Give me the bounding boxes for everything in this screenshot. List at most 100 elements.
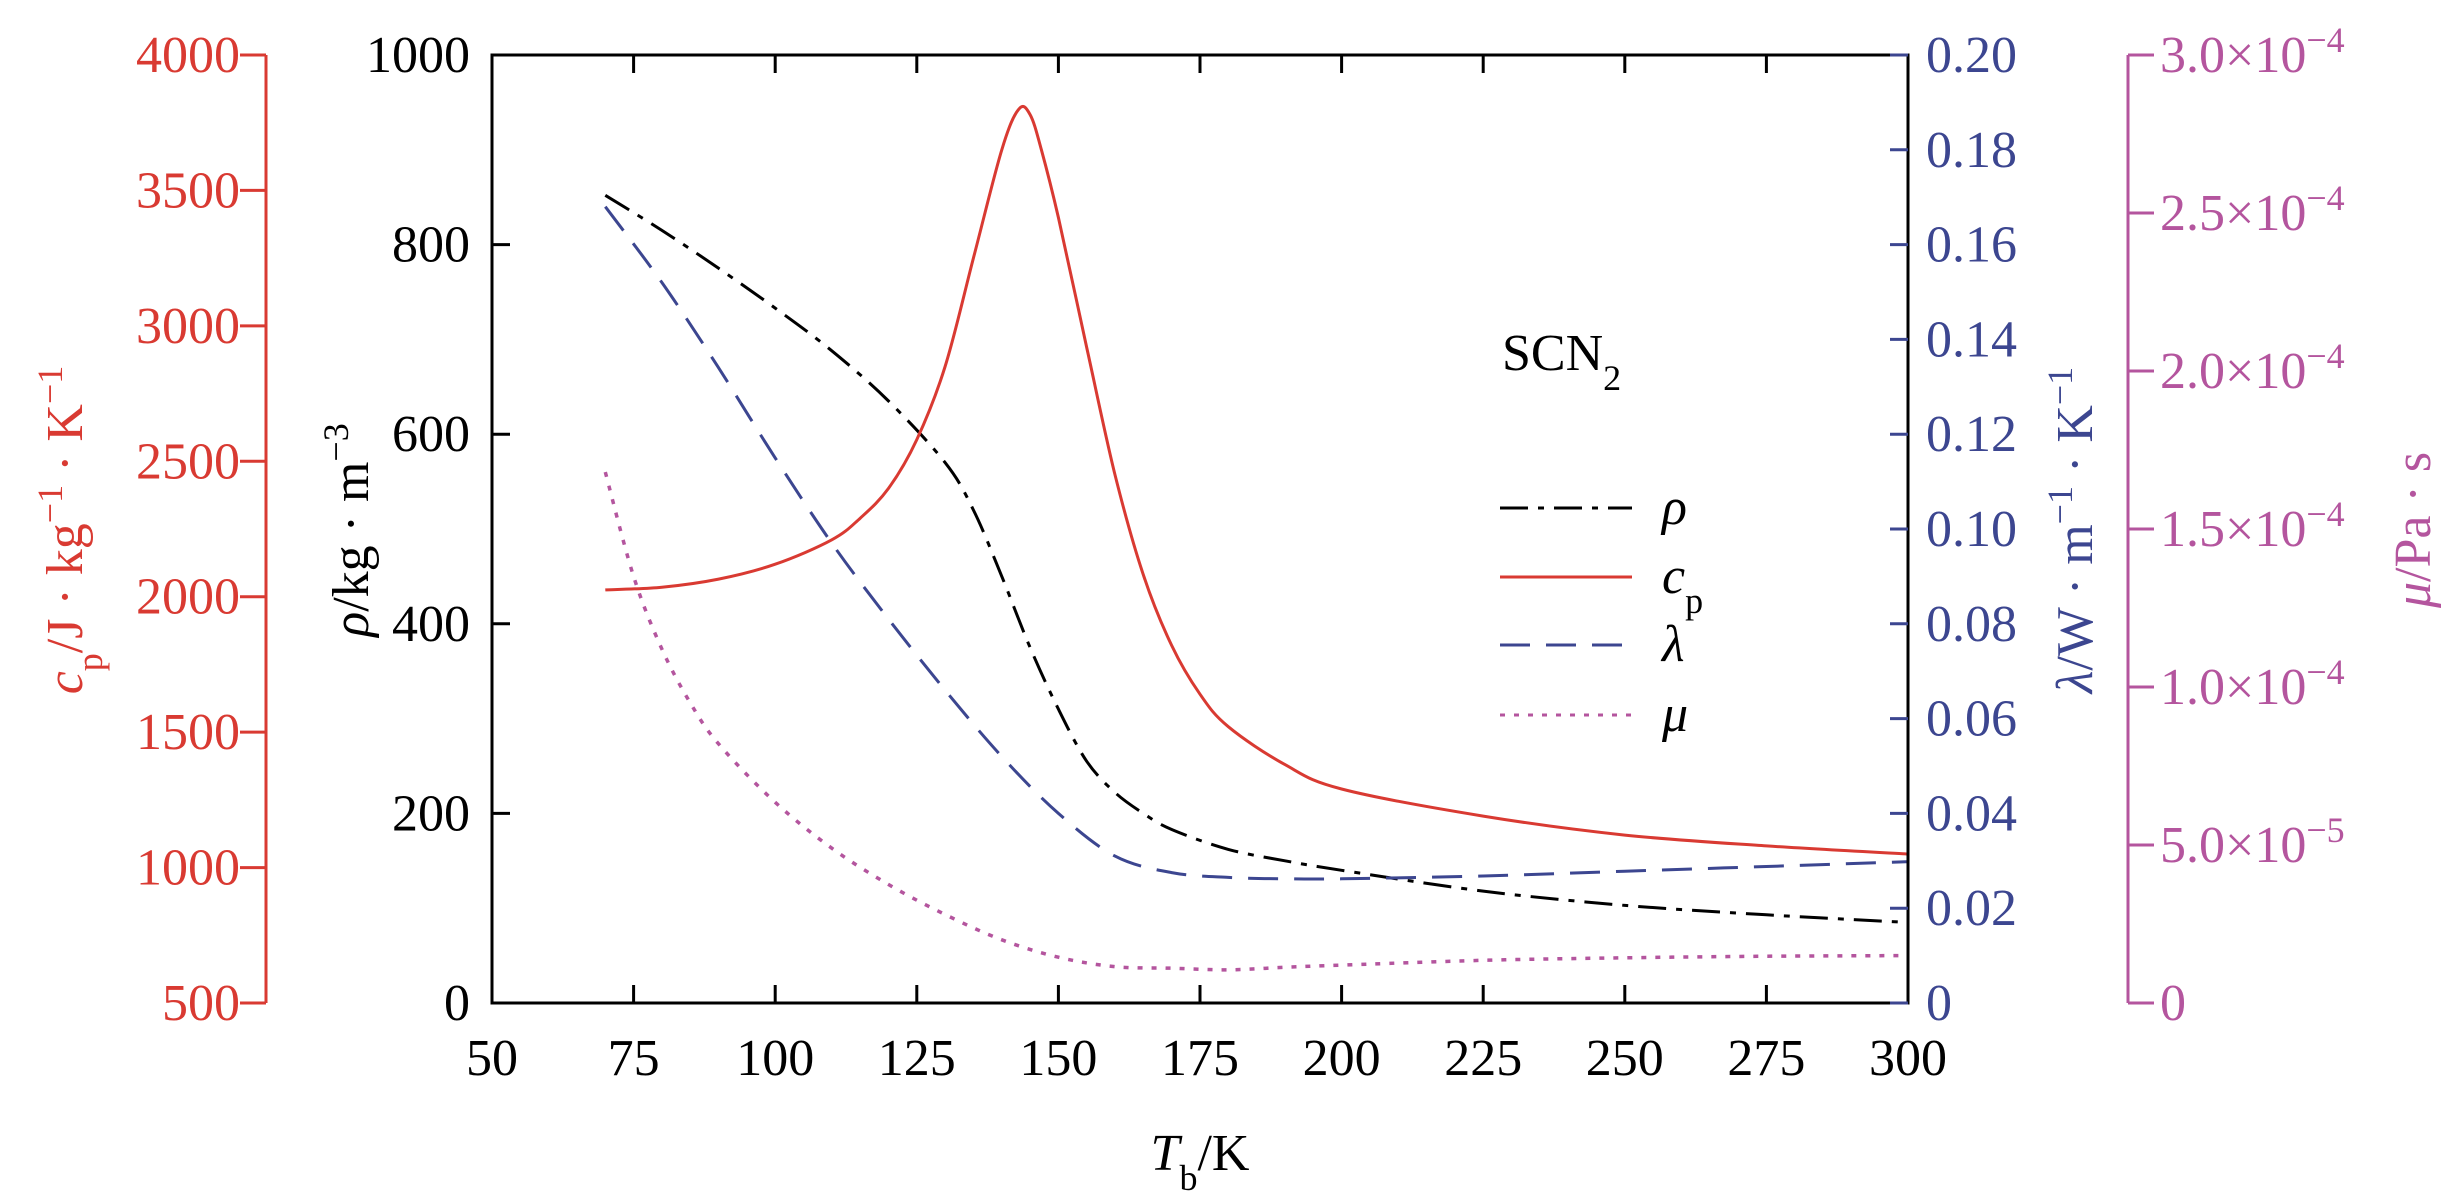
x-axis-label-symbol: T [1151, 1125, 1183, 1182]
mu-tick-label: 0 [2160, 975, 2186, 1032]
legend-title: SCN2 [1502, 325, 1621, 398]
lambda-axis-label-symbol: λ [2047, 671, 2104, 696]
x-tick-label: 300 [1869, 1030, 1947, 1087]
x-tick-label: 275 [1727, 1030, 1805, 1087]
lambda-axis-label-sup2: −1 [2040, 367, 2080, 405]
lambda-tick-label: 0.16 [1926, 217, 2017, 274]
legend-label-rho: ρ [1660, 479, 1687, 536]
mu-tick-mantissa: 0 [2160, 975, 2186, 1032]
lambda-axis-label: λ/W · m−1 · K−1 [2040, 367, 2104, 695]
cp-axis-label-sup1: −1 [30, 485, 70, 523]
cp-axis-label-symbol: c [37, 671, 94, 694]
cp-axis-label-mid: · K [37, 404, 94, 485]
legend-label-cp: cp [1662, 548, 1703, 621]
x-tick-label: 225 [1444, 1030, 1522, 1087]
mu-tick-label: 1.5×10−4 [2160, 494, 2345, 558]
cp-tick-label: 4000 [136, 27, 240, 84]
lambda-tick-label: 0.04 [1926, 785, 2017, 842]
x-axis-label-unit: /K [1197, 1125, 1249, 1182]
legend-label-main: λ [1660, 616, 1685, 673]
rho-tick-label: 400 [392, 596, 470, 653]
lambda-tick-label: 0.20 [1926, 27, 2017, 84]
rho-tick-label: 800 [392, 217, 470, 274]
mu-tick-exponent: −4 [2306, 336, 2344, 376]
lambda-tick-label: 0.02 [1926, 880, 2017, 937]
legend-label-lambda: λ [1660, 616, 1685, 673]
cp-tick-label: 3000 [136, 298, 240, 355]
rho-axis-label-symbol: ρ [323, 612, 380, 639]
cp-axis-label-text: /J · kg [37, 523, 94, 653]
lambda-tick-label: 0.14 [1926, 311, 2017, 368]
cp-tick-label: 2500 [136, 433, 240, 490]
mu-tick-mantissa: 2.0×10 [2160, 343, 2306, 400]
mu-tick-mantissa: 3.0×10 [2160, 27, 2306, 84]
series-rho-line [604, 194, 1909, 924]
rho-axis-label-text: /kg · m [323, 462, 380, 612]
lambda-tick-label: 0.06 [1926, 691, 2017, 748]
mu-tick-mantissa: 1.0×10 [2160, 659, 2306, 716]
mu-tick-exponent: −4 [2306, 652, 2344, 692]
lambda-tick-label: 0 [1926, 975, 1952, 1032]
mu-tick-label: 2.0×10−4 [2160, 336, 2345, 400]
mu-tick-exponent: −4 [2306, 494, 2344, 534]
mu-axis-label: μ/Pa · s [2385, 452, 2442, 609]
cp-tick-label: 2000 [136, 569, 240, 626]
mu-tick-label: 1.0×10−4 [2160, 652, 2345, 716]
x-tick-label: 250 [1586, 1030, 1664, 1087]
x-tick-label: 50 [466, 1030, 518, 1087]
rho-axis-label-sup: −3 [316, 423, 356, 461]
rho-tick-label: 600 [392, 406, 470, 463]
legend-label-mu: μ [1661, 686, 1688, 743]
mu-tick-mantissa: 1.5×10 [2160, 501, 2306, 558]
cp-tick-label: 500 [162, 975, 240, 1032]
x-tick-label: 100 [736, 1030, 814, 1087]
legend-title-main: SCN [1502, 325, 1603, 382]
rho-tick-label: 1000 [366, 27, 470, 84]
mu-tick-label: 5.0×10−5 [2160, 810, 2345, 874]
legend-label-main: c [1662, 548, 1685, 605]
legend-label-main: μ [1661, 686, 1688, 743]
mu-tick-label: 3.0×10−4 [2160, 20, 2345, 84]
cp-tick-label: 1000 [136, 840, 240, 897]
lambda-tick-label: 0.18 [1926, 122, 2017, 179]
x-tick-label: 200 [1303, 1030, 1381, 1087]
legend-title-sub: 2 [1603, 358, 1621, 398]
axes-layer: 50 75 100 125 150 175 200 225 250 275 300Tb/K02004… [30, 20, 2442, 1198]
lambda-axis-label-text: /W · m [2047, 524, 2104, 670]
x-axis-label: Tb/K [1151, 1125, 1250, 1198]
x-tick-label: 175 [1161, 1030, 1239, 1087]
x-tick-label: 150 [1019, 1030, 1097, 1087]
mu-tick-label: 2.5×10−4 [2160, 178, 2345, 242]
legend-label-main: ρ [1660, 479, 1687, 536]
x-tick-label: 125 [878, 1030, 956, 1087]
lambda-axis-label-mid: · K [2047, 405, 2104, 486]
cp-tick-label: 3500 [136, 162, 240, 219]
mu-axis-label-symbol: μ [2385, 582, 2442, 609]
mu-axis-label-text: /Pa · s [2385, 452, 2442, 582]
mu-tick-exponent: −5 [2306, 810, 2344, 850]
x-tick-label: 75 [608, 1030, 660, 1087]
lambda-axis-label-sup1: −1 [2040, 486, 2080, 524]
lambda-tick-label: 0.10 [1926, 501, 2017, 558]
mu-tick-exponent: −4 [2306, 20, 2344, 60]
lambda-tick-label: 0.08 [1926, 596, 2017, 653]
plot-frame [490, 53, 1910, 1005]
series-lambda-line [604, 205, 1909, 881]
rho-tick-label: 200 [392, 785, 470, 842]
series-cp-line [605, 105, 1909, 856]
lambda-tick-label: 0.12 [1926, 406, 2017, 463]
cp-axis-label: cp/J · kg−1 · K−1 [30, 366, 110, 695]
rho-tick-label: 0 [444, 975, 470, 1032]
mu-tick-exponent: −4 [2306, 178, 2344, 218]
cp-axis-label-sup2: −1 [30, 366, 70, 404]
cp-axis-label-sub: p [70, 653, 110, 671]
rho-axis-label: ρ/kg · m−3 [316, 423, 380, 639]
x-axis-label-sub: b [1179, 1158, 1197, 1198]
series-mu-line [603, 471, 1909, 972]
mu-tick-mantissa: 5.0×10 [2160, 817, 2306, 874]
legend-label-sub: p [1685, 581, 1703, 621]
cp-tick-label: 1500 [136, 704, 240, 761]
series-layer [603, 105, 1909, 972]
